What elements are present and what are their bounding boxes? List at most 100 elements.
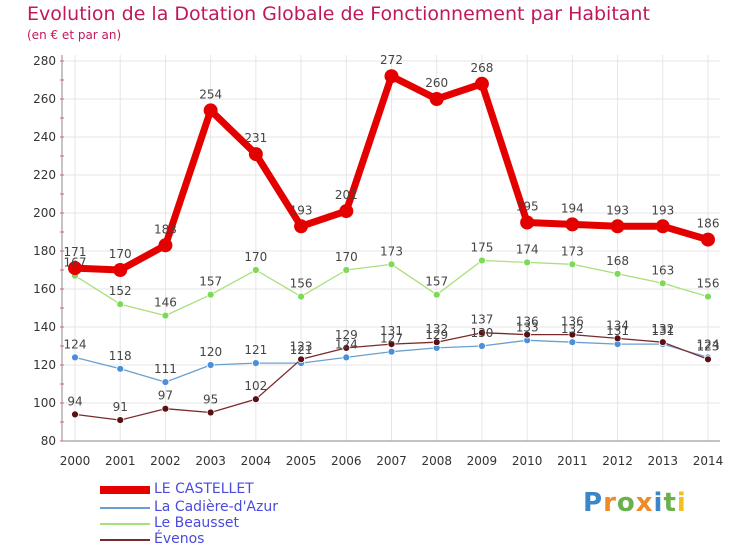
data-point bbox=[113, 263, 128, 277]
data-label: 136 bbox=[516, 315, 539, 329]
data-point bbox=[387, 347, 396, 356]
data-point bbox=[523, 330, 532, 339]
data-label: 132 bbox=[561, 322, 584, 336]
data-point bbox=[116, 364, 125, 373]
data-point bbox=[342, 353, 351, 362]
data-label: 91 bbox=[113, 400, 128, 414]
data-label: 183 bbox=[154, 222, 177, 236]
data-label: 132 bbox=[425, 322, 448, 336]
data-point bbox=[565, 217, 580, 232]
data-label: 111 bbox=[154, 362, 177, 376]
x-tick-label: 2003 bbox=[195, 454, 226, 468]
data-label: 173 bbox=[561, 244, 584, 258]
data-point bbox=[161, 311, 170, 320]
logo-letter: r bbox=[603, 488, 617, 518]
data-point bbox=[704, 355, 712, 364]
data-label: 130 bbox=[470, 326, 493, 340]
data-label: 127 bbox=[380, 332, 403, 346]
data-point bbox=[478, 342, 486, 350]
legend-label: Évenos bbox=[154, 531, 205, 547]
data-label: 102 bbox=[244, 379, 267, 393]
data-label: 157 bbox=[199, 275, 222, 289]
data-point bbox=[655, 219, 670, 234]
data-label: 123 bbox=[290, 339, 313, 353]
data-label: 95 bbox=[203, 393, 218, 407]
data-point bbox=[339, 204, 354, 219]
data-label: 129 bbox=[425, 328, 448, 342]
data-label: 193 bbox=[606, 203, 629, 217]
data-point bbox=[297, 355, 305, 364]
y-tick-label: 140 bbox=[33, 320, 56, 334]
y-tick-label: 200 bbox=[33, 206, 56, 220]
data-point bbox=[161, 404, 170, 413]
data-point bbox=[387, 340, 396, 349]
data-label: 118 bbox=[109, 349, 132, 363]
legend-label: LE CASTELLET bbox=[154, 481, 254, 497]
y-tick-label: 120 bbox=[33, 358, 56, 372]
data-point bbox=[294, 219, 309, 234]
y-tick-label: 220 bbox=[33, 168, 56, 182]
y-tick-label: 180 bbox=[33, 244, 56, 258]
data-label: 133 bbox=[516, 320, 539, 334]
x-tick-label: 2005 bbox=[286, 454, 317, 468]
data-point bbox=[704, 292, 712, 301]
data-label: 157 bbox=[425, 275, 448, 289]
data-label: 97 bbox=[158, 389, 173, 403]
data-point bbox=[610, 219, 625, 234]
data-point bbox=[613, 334, 622, 343]
data-point bbox=[251, 359, 260, 368]
x-tick-label: 2010 bbox=[512, 454, 543, 468]
data-point bbox=[206, 408, 215, 417]
x-tick-label: 2001 bbox=[105, 454, 136, 468]
data-label: 254 bbox=[199, 87, 222, 101]
data-point bbox=[474, 76, 489, 91]
chart-title: Evolution de la Dotation Globale de Fonc… bbox=[27, 3, 650, 25]
data-label: 134 bbox=[606, 318, 629, 332]
data-label: 132 bbox=[651, 322, 674, 336]
x-tick-label: 2007 bbox=[376, 454, 407, 468]
x-tick-label: 2014 bbox=[693, 454, 724, 468]
y-tick-label: 280 bbox=[33, 54, 56, 68]
data-label: 152 bbox=[109, 284, 132, 298]
data-point bbox=[568, 330, 577, 339]
data-label: 260 bbox=[425, 76, 448, 90]
data-point bbox=[116, 416, 125, 425]
data-point bbox=[68, 261, 82, 276]
data-label: 268 bbox=[470, 61, 493, 75]
data-label: 120 bbox=[199, 345, 222, 359]
data-point bbox=[658, 338, 667, 347]
data-label: 186 bbox=[697, 217, 720, 231]
data-point bbox=[701, 232, 715, 247]
data-label: 193 bbox=[651, 203, 674, 217]
logo-letter: t bbox=[663, 488, 677, 518]
data-label: 124 bbox=[64, 337, 87, 351]
data-label: 131 bbox=[380, 324, 403, 338]
data-label: 136 bbox=[561, 315, 584, 329]
data-point bbox=[658, 279, 667, 288]
data-label: 121 bbox=[244, 343, 267, 357]
y-tick-label: 80 bbox=[41, 434, 56, 448]
legend-swatch bbox=[100, 523, 150, 525]
data-point bbox=[432, 338, 441, 347]
data-point bbox=[523, 258, 532, 267]
data-label: 167 bbox=[64, 256, 87, 270]
legend-swatch bbox=[100, 539, 150, 541]
data-point bbox=[568, 338, 577, 347]
data-point bbox=[251, 395, 260, 404]
data-label: 121 bbox=[290, 343, 313, 357]
legend-swatch bbox=[100, 486, 150, 494]
data-label: 201 bbox=[335, 188, 358, 202]
x-tick-label: 2009 bbox=[467, 454, 498, 468]
legend-swatch bbox=[100, 507, 150, 509]
data-point bbox=[251, 266, 260, 274]
data-point bbox=[203, 103, 218, 118]
data-label: 156 bbox=[697, 277, 720, 291]
data-label: 170 bbox=[109, 247, 132, 261]
data-point bbox=[206, 361, 215, 369]
x-tick-label: 2006 bbox=[331, 454, 362, 468]
data-point bbox=[387, 260, 396, 269]
data-label: 163 bbox=[651, 263, 674, 277]
data-point bbox=[297, 292, 305, 301]
y-tick-label: 100 bbox=[33, 396, 56, 410]
